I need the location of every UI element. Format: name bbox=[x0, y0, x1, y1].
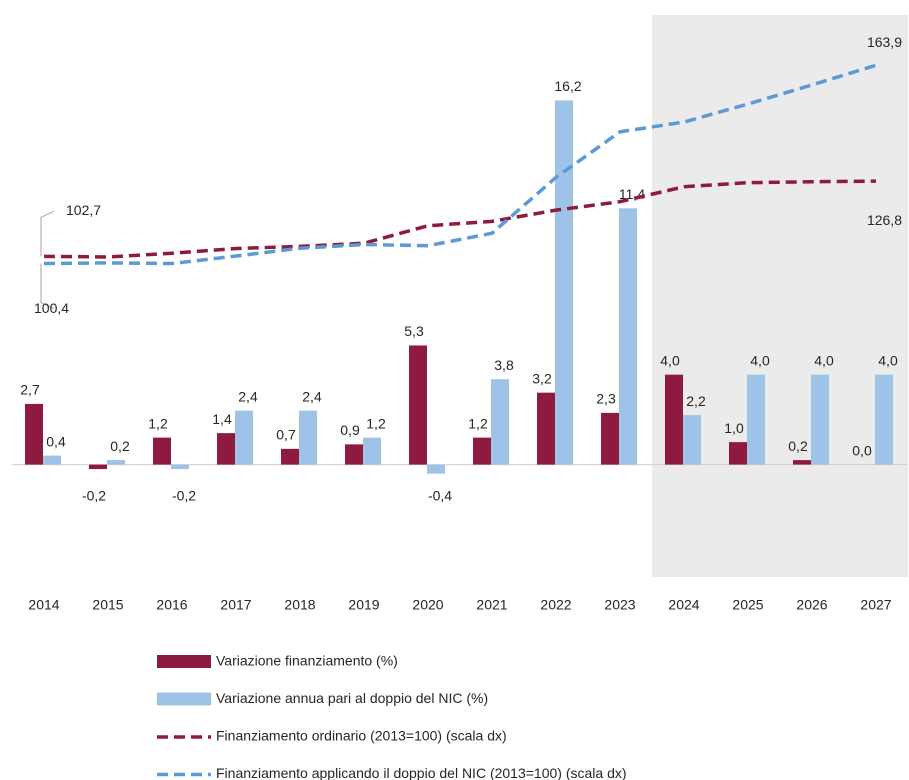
data-label: 1,2 bbox=[468, 415, 488, 431]
bar bbox=[473, 437, 491, 465]
data-label: 4,0 bbox=[814, 352, 834, 368]
bar bbox=[363, 437, 381, 465]
x-tick-label: 2025 bbox=[732, 597, 763, 613]
label-leader bbox=[40, 263, 55, 309]
x-tick-label: 2019 bbox=[348, 597, 379, 613]
bar bbox=[409, 345, 427, 465]
bar bbox=[619, 208, 637, 465]
legend-label: Finanziamento ordinario (2013=100) (scal… bbox=[216, 728, 507, 744]
legend-label: Variazione annua pari al doppio del NIC … bbox=[216, 690, 488, 706]
bar bbox=[729, 442, 747, 465]
bar bbox=[107, 460, 125, 465]
bar bbox=[25, 403, 43, 465]
bar bbox=[427, 464, 445, 474]
data-label: 0,9 bbox=[340, 422, 360, 438]
data-label: 126,8 bbox=[867, 212, 902, 228]
data-label: 1,0 bbox=[724, 420, 744, 436]
data-label: 2,2 bbox=[686, 393, 706, 409]
data-label: 1,4 bbox=[212, 411, 232, 427]
bar bbox=[217, 433, 235, 465]
bar bbox=[299, 410, 317, 465]
bar bbox=[153, 437, 171, 465]
data-label: 163,9 bbox=[867, 34, 902, 50]
x-tick-label: 2015 bbox=[92, 597, 123, 613]
x-tick-label: 2024 bbox=[668, 597, 699, 613]
bar bbox=[793, 460, 811, 465]
data-label: 1,2 bbox=[148, 415, 168, 431]
data-label: 2,4 bbox=[238, 388, 258, 404]
data-label: 0,4 bbox=[46, 433, 66, 449]
bar bbox=[89, 464, 107, 470]
data-label: 0,2 bbox=[788, 438, 808, 454]
line bbox=[43, 63, 877, 266]
x-tick-label: 2027 bbox=[860, 597, 891, 613]
x-tick-label: 2020 bbox=[412, 597, 443, 613]
x-tick-label: 2018 bbox=[284, 597, 315, 613]
data-label: -0,4 bbox=[428, 487, 452, 503]
bar bbox=[683, 415, 701, 465]
data-label: -0,2 bbox=[82, 487, 106, 503]
bar bbox=[665, 374, 683, 465]
bar bbox=[171, 464, 189, 470]
data-label: 16,2 bbox=[554, 78, 581, 94]
bar bbox=[601, 412, 619, 465]
bar bbox=[281, 448, 299, 465]
data-label: 100,4 bbox=[34, 300, 69, 316]
data-label: 4,0 bbox=[878, 352, 898, 368]
data-label: 0,7 bbox=[276, 427, 296, 443]
legend-swatch bbox=[157, 655, 211, 668]
data-label: 2,7 bbox=[20, 382, 40, 398]
bar bbox=[747, 374, 765, 465]
bar bbox=[875, 374, 893, 465]
data-label: -0,2 bbox=[172, 487, 196, 503]
bar bbox=[555, 100, 573, 465]
bar bbox=[345, 444, 363, 465]
x-tick-label: 2023 bbox=[604, 597, 635, 613]
legend-swatch bbox=[157, 692, 211, 706]
label-leader bbox=[40, 210, 55, 257]
data-label: 0,0 bbox=[852, 442, 872, 458]
data-label: 3,8 bbox=[494, 357, 514, 373]
x-tick-label: 2021 bbox=[476, 597, 507, 613]
forecast-shade bbox=[652, 15, 908, 577]
data-label: 4,0 bbox=[750, 352, 770, 368]
data-label: 2,4 bbox=[302, 388, 322, 404]
data-label: 5,3 bbox=[404, 323, 424, 339]
x-tick-label: 2017 bbox=[220, 597, 251, 613]
data-label: 1,2 bbox=[366, 415, 386, 431]
bar bbox=[43, 455, 61, 465]
data-label: 4,0 bbox=[660, 352, 680, 368]
data-label: 3,2 bbox=[532, 370, 552, 386]
x-tick-label: 2022 bbox=[540, 597, 571, 613]
bar bbox=[811, 374, 829, 465]
bar bbox=[235, 410, 253, 465]
data-label: 2,3 bbox=[596, 391, 616, 407]
data-label: 0,2 bbox=[110, 438, 130, 454]
x-tick-label: 2014 bbox=[28, 597, 59, 613]
x-tick-label: 2026 bbox=[796, 597, 827, 613]
line bbox=[43, 179, 877, 259]
data-label: 102,7 bbox=[66, 202, 101, 218]
legend-label: Finanziamento applicando il doppio del N… bbox=[216, 765, 627, 780]
legend-label: Variazione finanziamento (%) bbox=[216, 653, 398, 669]
bar bbox=[537, 392, 555, 465]
x-tick-label: 2016 bbox=[156, 597, 187, 613]
bar bbox=[491, 379, 509, 465]
